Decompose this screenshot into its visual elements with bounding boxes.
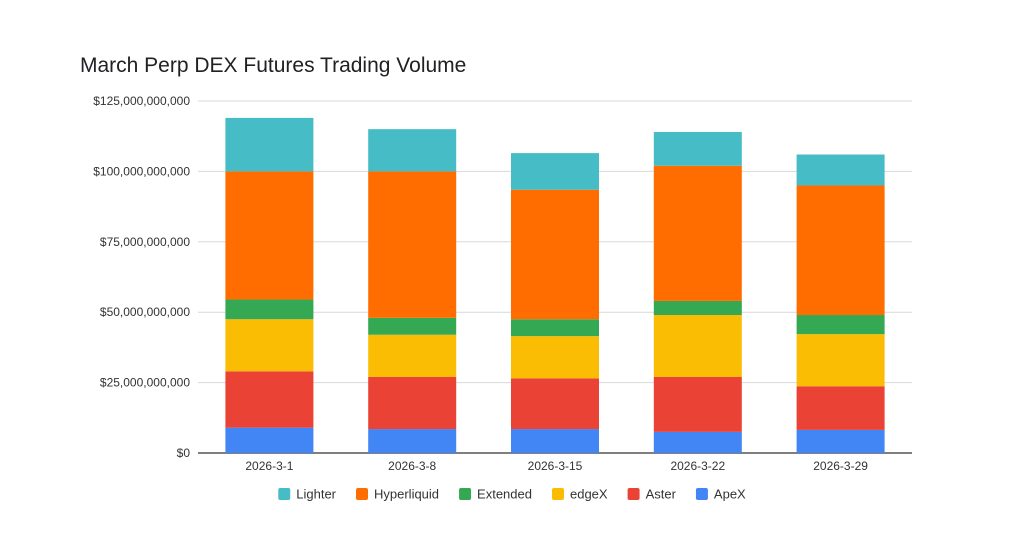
legend-swatch [459,488,472,500]
legend[interactable]: Lighter Hyperliquid Extended edgeX Aster ApeX [278,487,746,502]
legend-item-extended[interactable]: Extended [459,487,532,502]
legend-item-hyperliquid[interactable]: Hyperliquid [356,487,439,502]
chart-title: March Perp DEX Futures Trading Volume [80,54,467,77]
bar-segment-aster [796,386,885,430]
y-tick-label: $125,000,000,000 [93,94,190,108]
bar-segment-apex [225,427,314,453]
y-tick-label: $75,000,000,000 [100,235,190,249]
bar-segment-hyperliquid [653,165,742,301]
y-tick-label: $100,000,000,000 [93,164,190,178]
bar-segment-hyperliquid [511,189,599,320]
bar-segment-aster [511,378,599,430]
bar-segment-aster [368,376,457,430]
bar-segment-lighter [653,131,742,166]
bar-segment-lighter [368,129,457,172]
legend-label: Extended [477,487,532,502]
legend-label: Aster [646,487,677,502]
x-tick-label: 2026-3-29 [813,459,868,473]
bar-segment-hyperliquid [796,185,885,316]
x-tick-label: 2026-3-1 [245,459,293,473]
legend-label: Lighter [296,487,336,502]
bar-segment-edgex [368,334,457,377]
bar-segment-edgex [796,334,885,387]
bar-segment-apex [511,429,599,453]
legend-swatch [695,488,708,500]
bar-segment-lighter [796,154,885,186]
bar-segment-extended [225,299,314,320]
legend-label: Hyperliquid [374,487,439,502]
bar-segment-extended [511,319,599,337]
bar-segment-extended [653,300,742,316]
bar-segment-lighter [511,153,599,190]
y-tick-label: $0 [177,446,191,460]
bar-segment-apex [368,429,457,453]
bar-segment-edgex [653,315,742,377]
x-axis-ticks: 2026-3-1 2026-3-8 2026-3-15 2026-3-22 2026-3… [245,459,868,473]
legend-swatch [551,488,564,500]
x-tick-label: 2026-3-15 [528,459,583,473]
bar-segment-extended [796,315,885,335]
y-tick-label: $50,000,000,000 [100,305,190,319]
y-axis-ticks: $0 $25,000,000,000 $50,000,000,000 $75,000,… [93,94,190,460]
y-tick-label: $25,000,000,000 [100,376,190,390]
bar-segment-lighter [225,117,314,172]
legend-item-lighter[interactable]: Lighter [278,487,337,502]
legend-label: ApeX [714,487,746,502]
bar-segment-aster [653,376,742,432]
bar-segment-extended [368,317,457,335]
bars [225,117,885,453]
bar-segment-hyperliquid [225,171,314,300]
bar-segment-apex [653,431,742,453]
bar-segment-aster [225,371,314,428]
bar-segment-edgex [511,336,599,379]
x-tick-label: 2026-3-8 [388,459,436,473]
legend-swatch [278,488,291,500]
bar-segment-edgex [225,319,314,372]
legend-item-edgex[interactable]: edgeX [551,487,608,502]
legend-item-apex[interactable]: ApeX [695,487,746,502]
x-tick-label: 2026-3-22 [670,459,725,473]
bar-segment-hyperliquid [368,171,457,318]
legend-swatch [627,488,640,500]
legend-label: edgeX [570,487,608,502]
legend-item-aster[interactable]: Aster [627,487,677,502]
legend-swatch [356,488,369,500]
bar-segment-apex [796,429,885,453]
